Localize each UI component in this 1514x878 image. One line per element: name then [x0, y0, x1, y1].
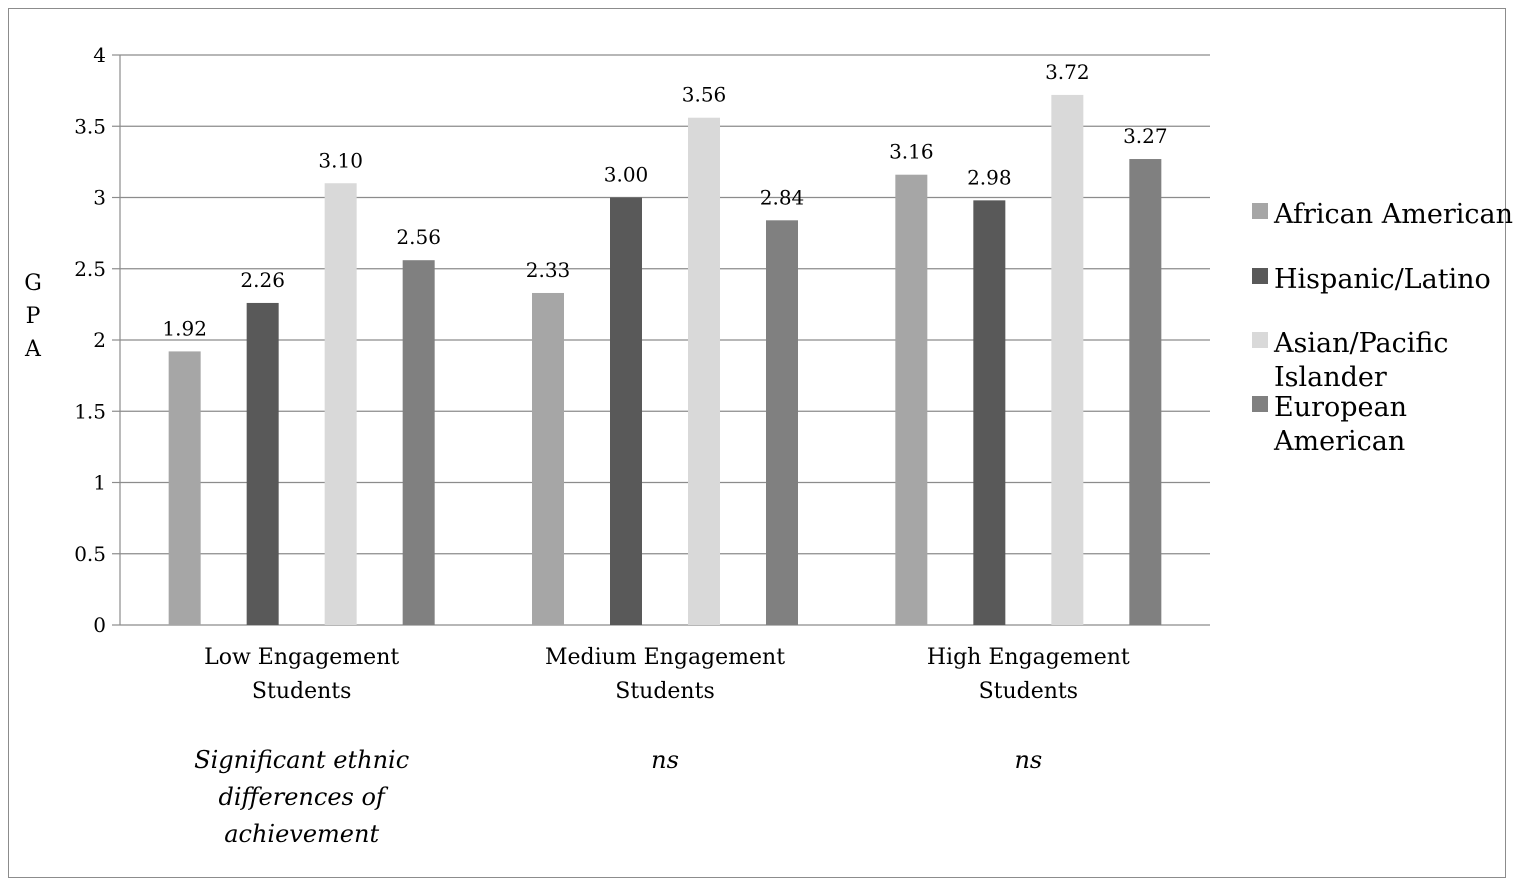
bar: [1129, 159, 1162, 625]
y-axis-label: A: [24, 337, 42, 362]
category-label: Students: [252, 679, 351, 704]
legend-swatch: [1252, 268, 1268, 284]
bar: [610, 197, 642, 625]
y-tick-label: 0: [93, 613, 106, 637]
bar: [895, 174, 928, 625]
legend-swatch: [1252, 332, 1268, 348]
y-tick-label: 1.5: [74, 399, 106, 423]
bar: [402, 260, 435, 625]
data-label: 2.98: [967, 165, 1012, 189]
data-label: 3.56: [682, 83, 727, 107]
legend-label: European: [1274, 392, 1407, 423]
y-tick-label: 2: [93, 328, 106, 352]
legend-label: African American: [1273, 199, 1513, 230]
category-label: High Engagement: [927, 645, 1130, 670]
y-tick-label: 0.5: [74, 542, 106, 566]
data-label: 2.26: [240, 268, 285, 292]
legend-label: Islander: [1274, 362, 1387, 393]
legend-label: Asian/Pacific: [1273, 328, 1449, 359]
data-label: 3.27: [1123, 124, 1168, 148]
bar: [973, 200, 1006, 625]
y-tick-label: 3: [93, 186, 106, 210]
significance-note: achievement: [224, 820, 379, 848]
data-label: 3.10: [318, 148, 363, 172]
data-label: 2.33: [526, 258, 571, 282]
bar: [246, 302, 279, 625]
y-axis-label: G: [24, 271, 42, 296]
bar: [532, 292, 564, 625]
significance-note: ns: [651, 746, 679, 774]
data-label: 3.72: [1045, 60, 1090, 84]
bar: [766, 220, 798, 626]
data-label: 3.00: [604, 163, 649, 187]
legend-label: Hispanic/Latino: [1274, 264, 1491, 295]
data-label: 2.56: [396, 225, 441, 249]
bar: [688, 117, 720, 625]
category-label: Medium Engagement: [545, 645, 785, 670]
category-label: Students: [615, 679, 714, 704]
y-tick-label: 4: [93, 43, 106, 67]
category-label: Students: [979, 679, 1078, 704]
bar: [324, 183, 357, 625]
legend-swatch: [1252, 396, 1268, 412]
data-label: 3.16: [889, 140, 934, 164]
legend-label: American: [1273, 426, 1405, 457]
data-label: 2.84: [760, 185, 805, 209]
legend-swatch: [1252, 203, 1268, 219]
y-tick-label: 2.5: [74, 257, 106, 281]
data-label: 1.92: [162, 316, 207, 340]
y-axis-label: P: [26, 304, 41, 329]
category-label: Low Engagement: [204, 645, 399, 670]
y-tick-label: 3.5: [74, 114, 106, 138]
significance-note: Significant ethnic: [194, 746, 409, 774]
significance-note: differences of: [219, 783, 389, 811]
y-tick-label: 1: [93, 471, 106, 495]
significance-note: ns: [1014, 746, 1042, 774]
bar: [1051, 94, 1084, 625]
bar: [168, 351, 201, 625]
